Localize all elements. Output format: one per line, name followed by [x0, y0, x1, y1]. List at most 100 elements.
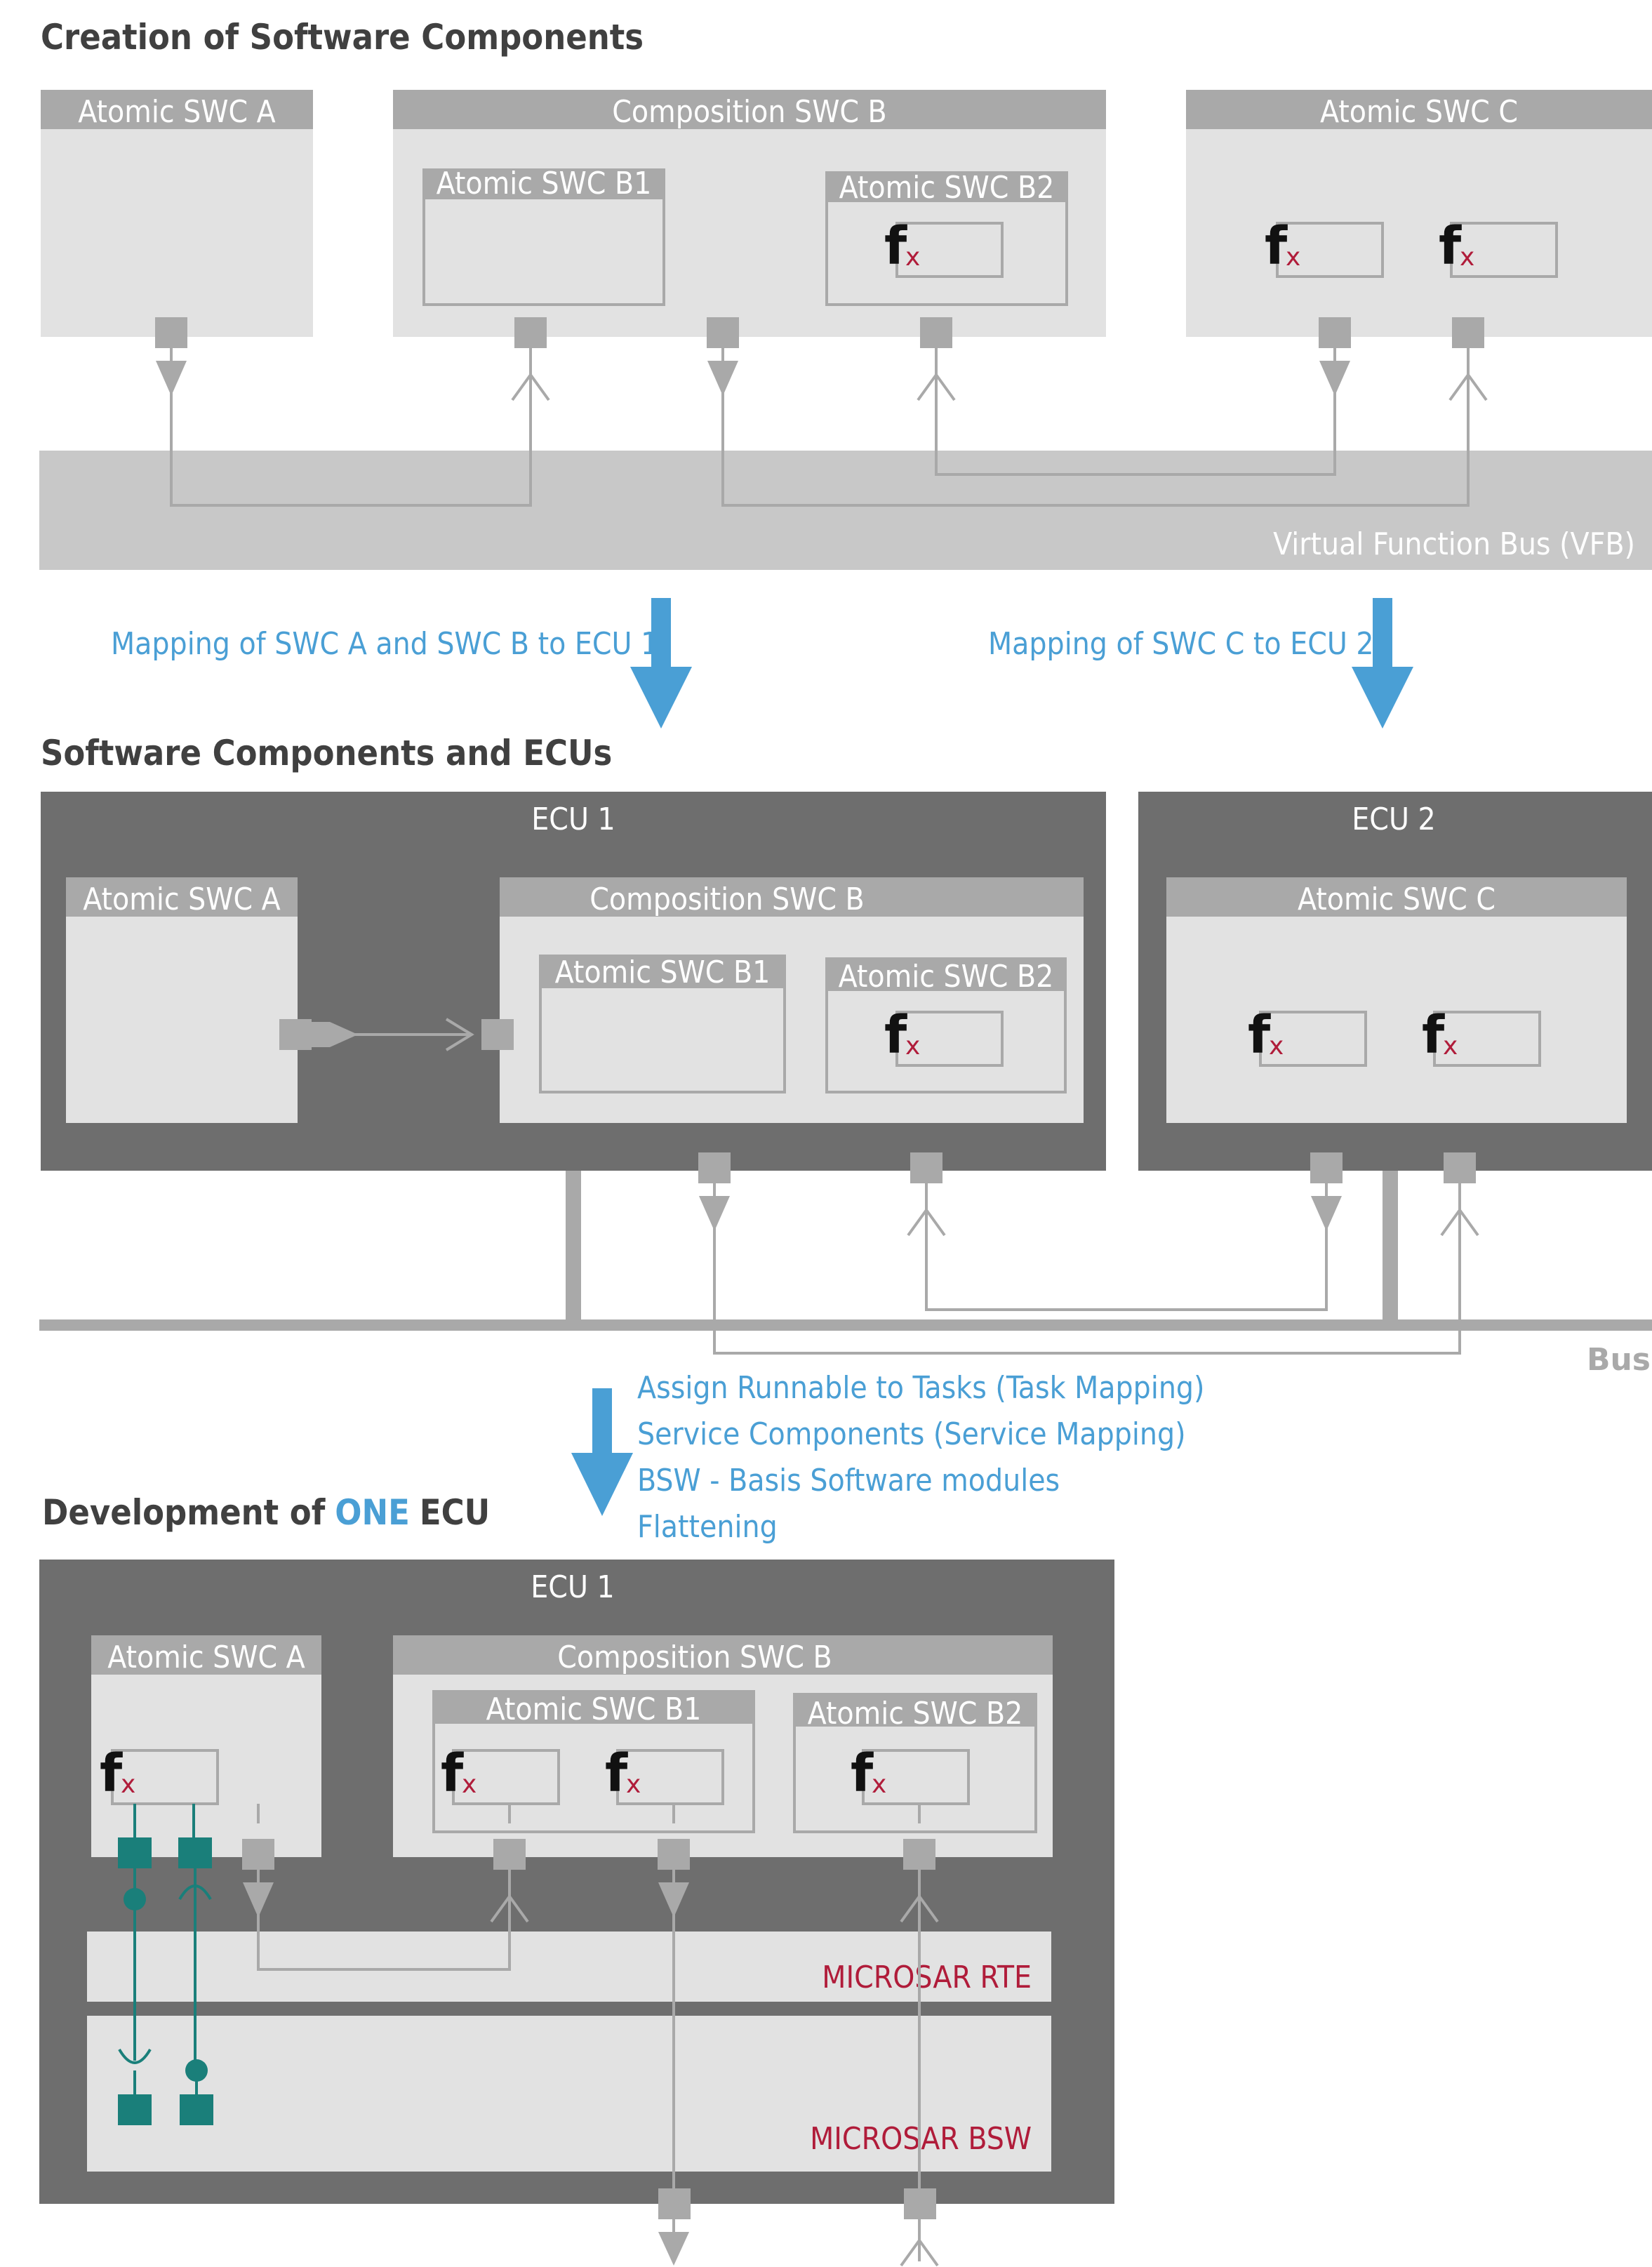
connection-line — [713, 1204, 1461, 1355]
down-arrow-icon — [630, 598, 692, 729]
bus-label: Bus — [1587, 1342, 1651, 1378]
service-port[interactable] — [178, 1837, 212, 1868]
bsw-label: MICROSAR BSW — [810, 2121, 1032, 2157]
service-port[interactable] — [118, 2094, 152, 2125]
external-provide-port[interactable] — [658, 2188, 691, 2266]
function-icon — [1420, 1004, 1541, 1067]
microsar-bsw-layer[interactable]: MICROSAR BSW — [87, 2016, 1051, 2172]
swc-a-label: Atomic SWC A — [83, 882, 281, 917]
connection-line — [721, 386, 1470, 507]
require-port[interactable] — [907, 1151, 946, 1237]
swc-b2-box[interactable]: Atomic SWC B2 — [793, 1693, 1037, 1833]
title-highlight: ONE — [335, 1492, 410, 1533]
swc-c-box[interactable]: Atomic SWC C — [1186, 90, 1652, 337]
provide-port[interactable] — [154, 316, 189, 397]
require-port[interactable] — [917, 316, 956, 401]
swc-b2-label: Atomic SWC B2 — [839, 959, 1054, 995]
provide-port[interactable] — [279, 1019, 312, 1050]
service-port-group — [118, 1804, 213, 2125]
swc-b-box[interactable]: Composition SWC B Atomic SWC B1 Atomic S… — [500, 877, 1084, 1123]
swc-a-label: Atomic SWC A — [78, 94, 276, 130]
vfb-label: Virtual Function Bus (VFB) — [1273, 526, 1635, 562]
provide-port[interactable] — [697, 1151, 732, 1232]
down-arrow-icon — [571, 1388, 633, 1516]
service-port[interactable] — [118, 1837, 152, 1868]
connection-line — [170, 386, 532, 507]
swc-b1-label: Atomic SWC B1 — [437, 166, 652, 201]
ecu2-label: ECU 2 — [1352, 802, 1435, 837]
swc-b1-label: Atomic SWC B1 — [486, 1691, 702, 1727]
rte-label: MICROSAR RTE — [822, 1960, 1032, 1995]
mapping-right-label: Mapping of SWC C to ECU 2 — [988, 626, 1374, 662]
section-title-creation: Creation of Software Components — [41, 17, 644, 58]
step-4: Flattening — [637, 1509, 778, 1545]
require-port[interactable] — [481, 1019, 514, 1050]
function-icon — [883, 1004, 1004, 1067]
section-title-ecus: Software Components and ECUs — [41, 733, 612, 773]
swc-b2-label: Atomic SWC B2 — [808, 1696, 1023, 1731]
swc-c-label: Atomic SWC C — [1298, 882, 1496, 917]
require-port[interactable] — [511, 316, 550, 401]
ecu1-label: ECU 1 — [531, 1569, 614, 1605]
swc-b1-label: Atomic SWC B1 — [555, 955, 771, 990]
function-icon — [604, 1742, 724, 1805]
arrow-icon — [312, 1022, 358, 1047]
connection-line — [925, 1204, 1328, 1311]
provide-port[interactable] — [1309, 1151, 1344, 1232]
microsar-rte-layer[interactable]: MICROSAR RTE — [87, 1932, 1051, 2002]
swc-b1-box[interactable]: Atomic SWC B1 — [539, 955, 786, 1093]
title-prefix: Development of — [42, 1492, 326, 1533]
function-icon — [98, 1742, 219, 1805]
function-icon — [1263, 215, 1384, 278]
section-creation: Creation of Software Components Atomic S… — [39, 17, 1652, 570]
ecu1-detail-box[interactable]: ECU 1 MICROSAR RTE MICROSAR BSW Atomic S… — [39, 1560, 1114, 2204]
function-icon — [439, 1742, 560, 1805]
swc-b2-label: Atomic SWC B2 — [839, 170, 1055, 206]
virtual-function-bus: Virtual Function Bus (VFB) — [39, 451, 1652, 570]
bus-stub — [1383, 1168, 1398, 1324]
ecu2-box[interactable]: ECU 2 Atomic SWC C — [1138, 792, 1652, 1171]
ecu1-box[interactable]: ECU 1 Atomic SWC A Composition SWC B Ato… — [41, 792, 1106, 1171]
step-1: Assign Runnable to Tasks (Task Mapping) — [637, 1370, 1205, 1406]
require-port[interactable] — [1440, 1151, 1479, 1237]
bus-stub — [566, 1168, 581, 1324]
swc-a-box[interactable]: Atomic SWC A — [91, 1635, 321, 1857]
section-ecus: Software Components and ECUs Bus ECU 1 A… — [39, 733, 1652, 1378]
swc-b1-box[interactable]: Atomic SWC B1 — [432, 1690, 755, 1833]
function-icon — [883, 215, 1004, 278]
swc-b2-box[interactable]: Atomic SWC B2 — [825, 170, 1068, 306]
section-one-ecu: Development of ONE ECU ECU 1 MICROSAR RTE … — [39, 1492, 1114, 2267]
step-2: Service Components (Service Mapping) — [637, 1416, 1186, 1452]
section-title-one-ecu: Development of ONE ECU — [42, 1492, 490, 1533]
provide-port[interactable] — [705, 316, 740, 397]
function-icon — [1437, 215, 1558, 278]
swc-a-label: Atomic SWC A — [107, 1640, 305, 1675]
mapping-left-label: Mapping of SWC A and SWC B to ECU 1 — [111, 626, 658, 662]
steps-annotation: Assign Runnable to Tasks (Task Mapping) … — [571, 1370, 1205, 1545]
provide-port[interactable] — [1317, 316, 1352, 397]
connection-line — [257, 1895, 511, 1971]
swc-a-box[interactable]: Atomic SWC A — [41, 90, 313, 337]
swc-b-box[interactable]: Composition SWC B Atomic SWC B1 Atomic S… — [393, 90, 1106, 337]
down-arrow-icon — [1352, 598, 1413, 729]
external-require-port[interactable] — [900, 2188, 939, 2267]
step-3: BSW - Basis Software modules — [637, 1463, 1060, 1498]
swc-a-box[interactable]: Atomic SWC A — [66, 877, 298, 1123]
service-require-icon — [118, 2048, 152, 2064]
swc-b-label: Composition SWC B — [557, 1640, 832, 1675]
swc-b-box[interactable]: Composition SWC B Atomic SWC B1 Atomic S… — [393, 1635, 1053, 1857]
swc-c-box[interactable]: Atomic SWC C — [1166, 877, 1627, 1123]
service-port[interactable] — [180, 2094, 213, 2125]
swc-b1-box[interactable]: Atomic SWC B1 — [422, 166, 665, 306]
swc-b2-box[interactable]: Atomic SWC B2 — [825, 957, 1067, 1093]
require-fork-icon — [445, 1018, 474, 1051]
function-icon — [849, 1742, 970, 1805]
function-icon — [1246, 1004, 1367, 1067]
swc-c-label: Atomic SWC C — [1320, 94, 1518, 130]
swc-b-label: Composition SWC B — [612, 94, 886, 130]
connection-line — [935, 386, 1336, 476]
swc-b-label: Composition SWC B — [589, 882, 864, 917]
service-require-icon — [178, 1884, 212, 1901]
require-port[interactable] — [1448, 316, 1488, 401]
title-suffix: ECU — [420, 1492, 490, 1533]
